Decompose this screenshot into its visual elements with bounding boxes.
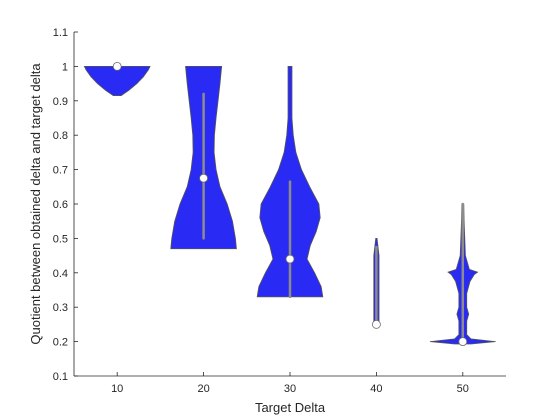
median-marker [199,173,209,183]
y-axis-label: Quotient between obtained delta and targ… [28,63,43,345]
x-tick-label: 20 [197,383,209,395]
x-tick-label: 50 [457,383,469,395]
axes-layer: 10 20 30 40 50 0.1 0.2 0.3 0.4 0.5 0.6 0.7 0.8 0.9 1 1.… [53,27,506,395]
y-tick-label: 0.8 [53,130,68,142]
median-marker [285,254,295,264]
violin-body [83,66,151,97]
y-tick-label: 1 [62,61,68,73]
violin-group [83,62,151,97]
violin-group [371,238,381,329]
y-tick-label: 0.2 [53,337,68,349]
violin-group [256,66,324,299]
median-marker [371,319,381,329]
x-tick-label: 10 [111,383,123,395]
median-marker [458,337,468,347]
violin-group [429,202,496,347]
violin-layer [83,62,496,347]
y-tick-label: 0.7 [53,165,68,177]
x-tick-label: 40 [370,383,382,395]
y-tick-label: 0.5 [53,233,68,245]
median-marker [112,62,122,71]
y-tick-label: 0.3 [53,302,68,314]
x-axis-label: Target Delta [255,400,326,415]
y-tick-label: 0.1 [53,371,68,383]
y-tick-label: 1.1 [53,27,68,39]
violin-group [170,66,237,250]
y-tick-label: 0.6 [53,199,68,211]
y-tick-label: 0.9 [53,96,68,108]
y-tick-label: 0.4 [53,268,68,280]
x-tick-label: 30 [284,383,296,395]
